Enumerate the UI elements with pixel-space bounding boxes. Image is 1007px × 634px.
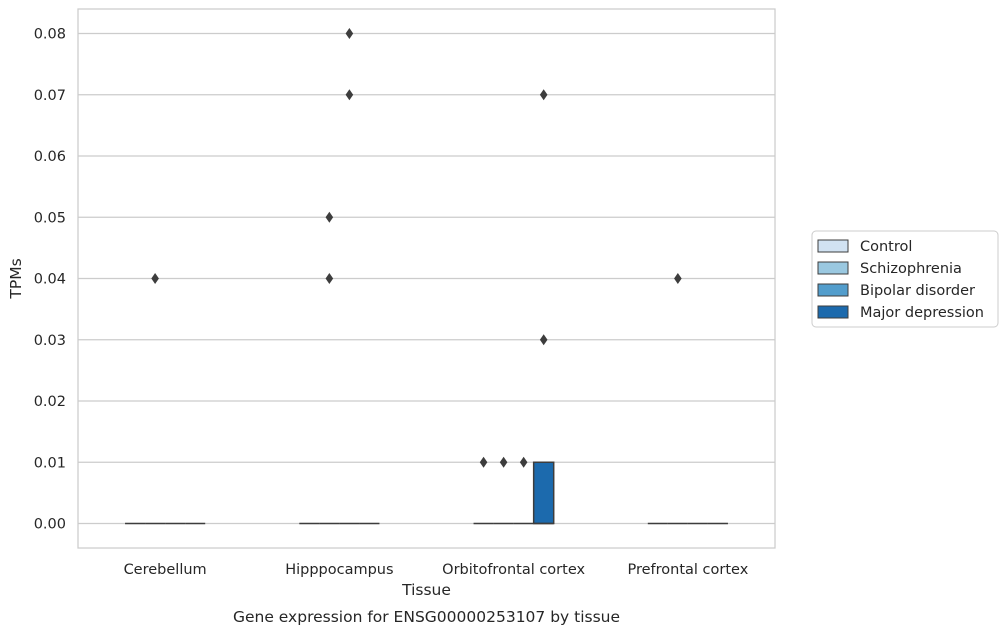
y-tick-label: 0.04 (34, 272, 66, 288)
legend-label: Bipolar disorder (860, 283, 975, 299)
gridlines (78, 32, 775, 525)
legend-label: Control (860, 239, 912, 255)
y-tick-labels: 0.00 0.01 0.02 0.03 0.04 0.05 0.06 0.07 0.08 (34, 27, 66, 533)
box-major-depression-orbitofrontal-cortex (532, 461, 555, 525)
outlier-point (539, 89, 548, 101)
y-tick-label: 0.00 (34, 517, 66, 533)
x-tick-label: Orbitofrontal cortex (442, 562, 585, 578)
box-body (532, 461, 555, 525)
outliers-layer (151, 28, 682, 468)
outlier-point (519, 456, 528, 468)
legend-swatch (817, 239, 849, 253)
outlier-point (539, 334, 548, 346)
outlier-point (345, 28, 354, 39)
legend-label: Schizophrenia (860, 261, 962, 277)
outlier-point (325, 273, 334, 284)
outlier-point (674, 273, 682, 284)
outlier-point (345, 89, 354, 101)
y-tick-label: 0.03 (34, 333, 66, 349)
outlier-point (325, 211, 334, 223)
outlier-point (151, 273, 159, 284)
plot-frame (77, 8, 776, 549)
y-tick-label: 0.05 (34, 210, 66, 226)
legend-frame (811, 230, 999, 328)
outlier-point (499, 456, 508, 468)
y-tick-label: 0.01 (34, 455, 66, 471)
y-axis-label: TPMs (7, 258, 25, 299)
y-tick-label: 0.02 (34, 394, 66, 410)
boxes-layer (125, 461, 728, 525)
x-axis-label: Tissue (401, 581, 451, 599)
y-tick-label: 0.06 (34, 149, 66, 165)
legend: Control Schizophrenia Bipolar disorder Majo… (811, 230, 999, 328)
outlier-point (479, 456, 488, 468)
legend-swatch (817, 283, 849, 297)
legend-label: Major depression (860, 305, 984, 321)
x-tick-label: Cerebellum (124, 562, 207, 578)
x-tick-label: Hipppocampus (285, 562, 393, 578)
legend-swatch (817, 305, 849, 319)
legend-swatch (817, 261, 849, 275)
y-tick-label: 0.07 (34, 88, 66, 104)
y-tick-label: 0.08 (34, 27, 66, 43)
chart-caption: Gene expression for ENSG00000253107 by t… (233, 608, 620, 626)
x-tick-label: Prefrontal cortex (627, 562, 748, 578)
x-tick-labels: Cerebellum Hipppocampus Orbitofrontal cort… (124, 562, 749, 578)
